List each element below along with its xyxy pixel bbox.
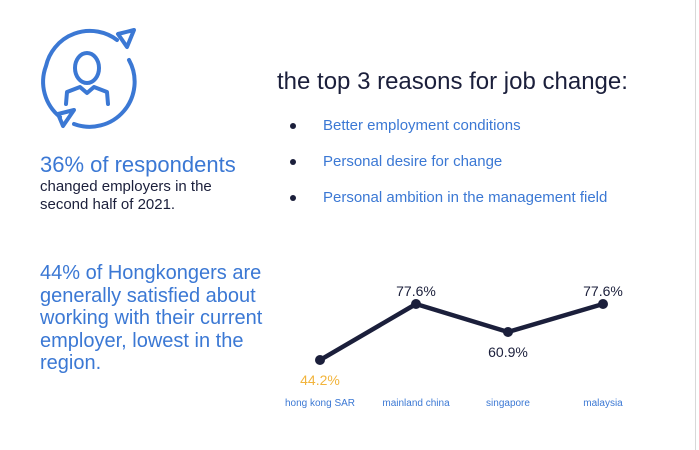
- data-label: 44.2%: [300, 372, 340, 388]
- person-with-circular-arrows-icon: [41, 28, 137, 129]
- data-point: [315, 355, 325, 366]
- data-point: [598, 299, 608, 309]
- satisfaction-line-chart: 44.2% hong kong SAR 77.6% mainland china 60.…: [285, 283, 623, 409]
- category-label: mainland china: [382, 398, 450, 409]
- reason-label: Personal desire for change: [323, 153, 503, 170]
- stat-line-2: second half of 2021.: [40, 196, 176, 213]
- bullet-icon: [290, 159, 296, 165]
- reasons-list: Better employment conditions Personal de…: [288, 116, 607, 224]
- reasons-title: the top 3 reasons for job change:: [277, 68, 628, 95]
- data-label: 77.6%: [396, 283, 436, 299]
- series-line: [318, 301, 604, 362]
- data-point: [503, 327, 513, 338]
- data-label: 77.6%: [583, 283, 623, 299]
- respondents-stat: 36% of respondents changed employers in …: [40, 152, 236, 214]
- satisfaction-stat: 44% of Hongkongers are generally satisfi…: [40, 262, 263, 374]
- stat-headline: 36% of respondents: [40, 152, 236, 177]
- page-edge: [695, 0, 696, 450]
- reason-item: Personal ambition in the management fiel…: [288, 188, 607, 224]
- bullet-icon: [290, 195, 296, 201]
- reason-label: Better employment conditions: [323, 117, 521, 134]
- category-label: malaysia: [583, 398, 623, 409]
- reason-label: Personal ambition in the management fiel…: [323, 189, 608, 206]
- category-label: singapore: [486, 398, 530, 409]
- bullet-icon: [290, 123, 296, 129]
- data-label: 60.9%: [488, 344, 528, 360]
- reason-item: Personal desire for change: [288, 152, 607, 188]
- stat-line-1: changed employers in the: [40, 178, 212, 195]
- category-label: hong kong SAR: [285, 398, 355, 409]
- reason-item: Better employment conditions: [288, 116, 607, 152]
- data-point: [411, 299, 421, 309]
